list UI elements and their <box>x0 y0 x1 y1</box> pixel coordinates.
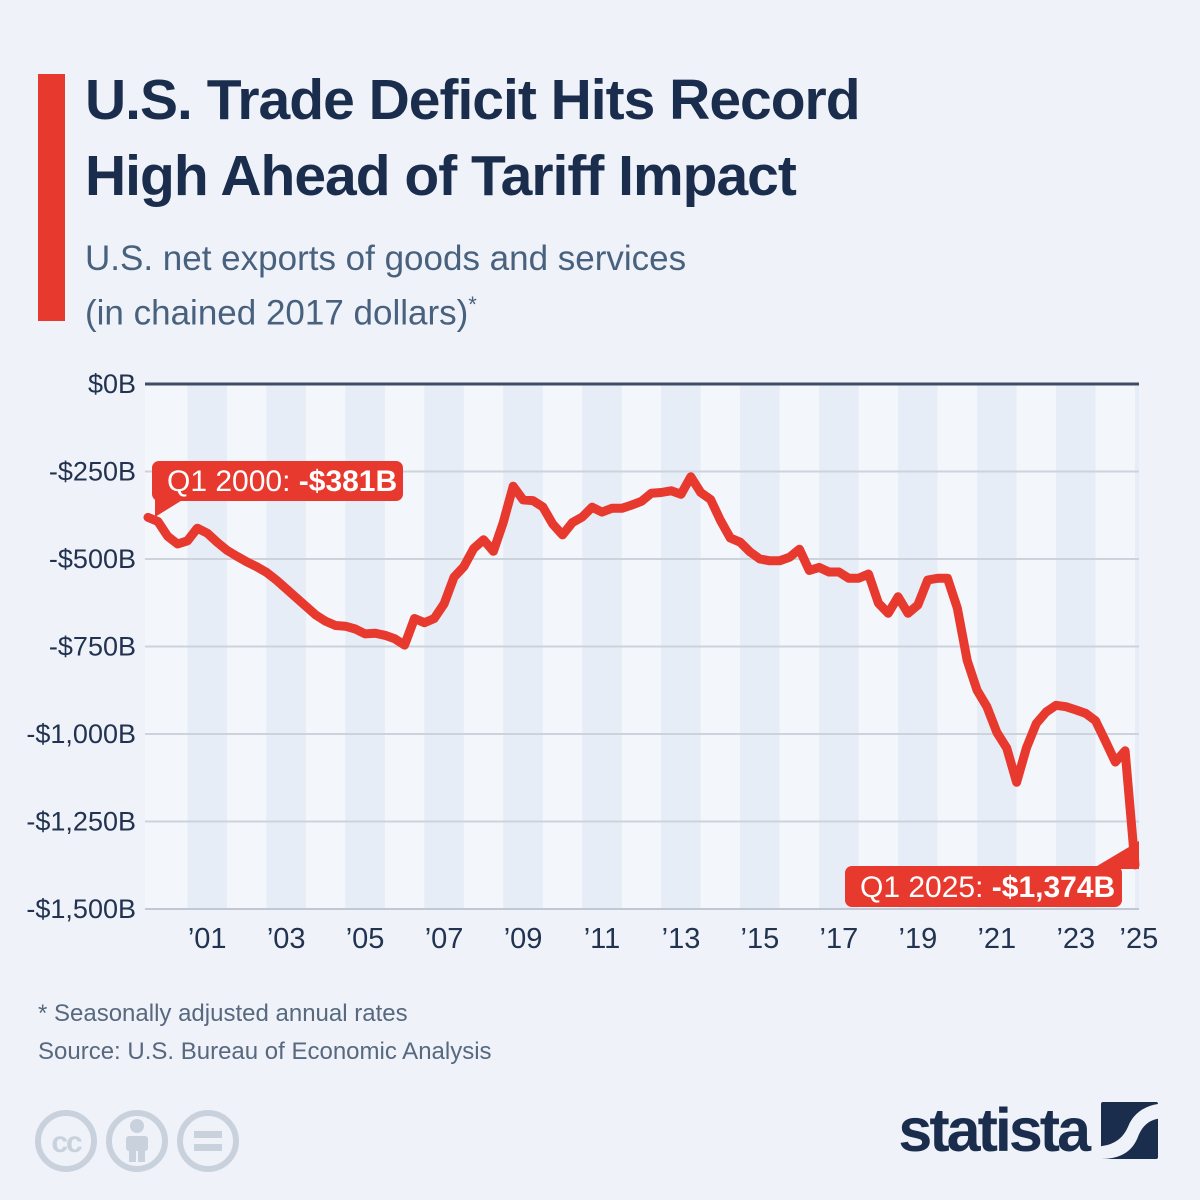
source-note: Source: U.S. Bureau of Economic Analysis <box>38 1038 492 1065</box>
annotation-q1-2000: Q1 2000: -$381B <box>152 461 403 517</box>
annotation-q1-2025-badge <box>845 866 1122 907</box>
x-tick-label: ’13 <box>662 923 701 955</box>
annotation-q1-2025: Q1 2025: -$1,374B <box>845 841 1139 907</box>
x-tick-label: ’07 <box>425 923 464 955</box>
person-leg-right <box>138 1151 145 1162</box>
y-tick-label: -$750B <box>49 632 136 662</box>
equals-icon[interactable] <box>177 1110 239 1172</box>
x-tick-label: ’21 <box>977 923 1016 955</box>
cc-icon[interactable]: cc <box>35 1110 97 1172</box>
footnote-marker: * <box>468 292 477 317</box>
y-tick-label: $0B <box>88 369 136 399</box>
title-line-2: High Ahead of Tariff Impact <box>85 144 797 208</box>
x-tick-label: ’25 <box>1120 923 1159 955</box>
x-tick-label: ’23 <box>1056 923 1095 955</box>
statista-logo-mark <box>1101 1102 1158 1159</box>
subtitle-line-2: (in chained 2017 dollars) <box>85 293 469 333</box>
attribution-person-icon[interactable] <box>106 1110 168 1172</box>
y-tick-label: -$1,500B <box>26 894 136 924</box>
annotation-q1-2025-pointer <box>1092 841 1139 869</box>
y-tick-label: -$250B <box>49 457 136 487</box>
logo-swoosh <box>1101 1103 1158 1159</box>
statista-wordmark: statista <box>898 1096 1091 1164</box>
y-tick-label: -$500B <box>49 544 136 574</box>
annotation-q1-2000-label: Q1 2000: -$381B <box>167 465 397 498</box>
x-tick-label: ’05 <box>346 923 385 955</box>
subtitle-line-1: U.S. net exports of goods and services <box>85 239 687 278</box>
cc-license-icons[interactable]: cc <box>35 1110 239 1172</box>
net-exports-line <box>143 472 1140 870</box>
chart-footnote: * Seasonally adjusted annual rates <box>38 1000 408 1027</box>
annotation-q1-2025-label: Q1 2025: -$1,374B <box>860 871 1115 904</box>
title-line-1: U.S. Trade Deficit Hits Record <box>85 68 861 132</box>
x-tick-label: ’01 <box>188 923 227 955</box>
page-title: U.S. Trade Deficit Hits Record High Ahead… <box>85 62 861 214</box>
x-tick-label: ’11 <box>584 923 621 955</box>
annotation-q1-2000-badge <box>152 461 403 501</box>
y-axis-labels: $0B -$250B -$500B -$750B -$1,000B -$1,250B -$1… <box>26 369 136 924</box>
x-tick-label: ’15 <box>741 923 780 955</box>
x-axis-labels: ’01 ’03 ’05 ’07 ’09 ’11 ’13 ’15 ’17 ’19 ’21 ’23 ’25 <box>188 923 1158 955</box>
chart-subtitle: U.S. net exports of goods and services (i… <box>85 236 686 337</box>
x-tick-label: ’03 <box>267 923 306 955</box>
person-head <box>130 1119 144 1133</box>
x-tick-label: ’09 <box>504 923 543 955</box>
statista-logo[interactable]: statista <box>898 1100 1158 1161</box>
y-tick-label: -$1,000B <box>26 719 136 749</box>
x-tick-label: ’17 <box>820 923 859 955</box>
cc-icon-glyph: cc <box>51 1126 82 1159</box>
title-accent-bar <box>38 74 65 321</box>
person-leg-left <box>129 1151 136 1162</box>
person-body <box>126 1136 148 1151</box>
x-tick-label: ’19 <box>899 923 938 955</box>
y-tick-label: -$1,250B <box>26 807 136 837</box>
